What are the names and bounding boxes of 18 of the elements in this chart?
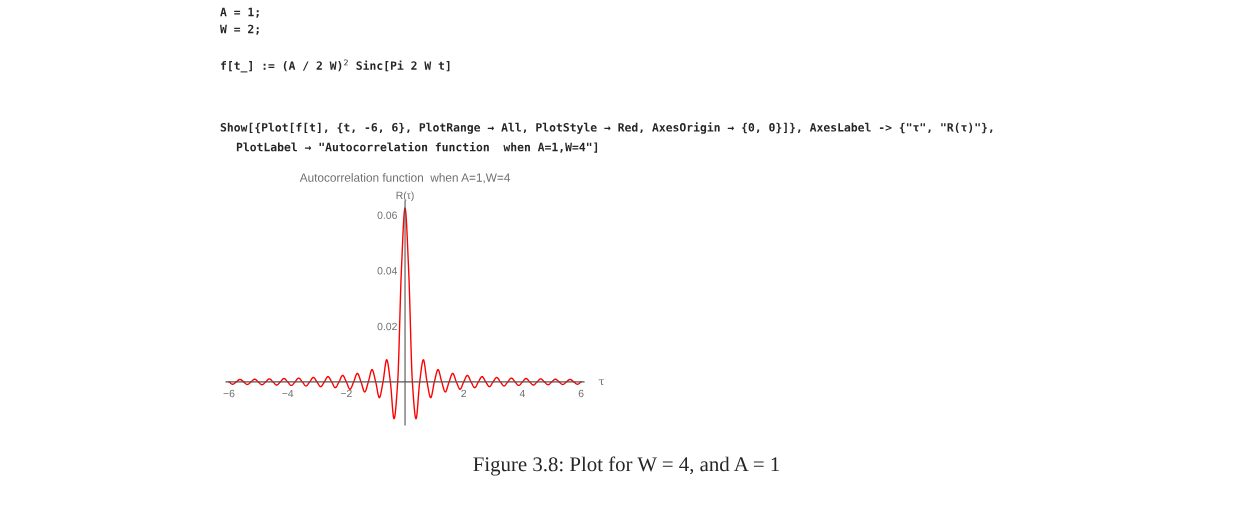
text: PlotLabel → "Autocorrelation function when A=1,W=4"] (236, 141, 598, 153)
text: W = 2; (220, 24, 259, 35)
x-tick-label: −6 (223, 389, 235, 398)
y-tick-label: 0.04 (377, 267, 398, 275)
chart-title: Autocorrelation function when A=1,W=4 (299, 173, 511, 184)
text: A = 1; (220, 7, 259, 18)
x-tick-label: −2 (340, 389, 352, 398)
text: Show[{Plot[f[t], {t, -6, 6}, PlotRange → All, PlotStyle → Red, AxesOrigin → {0, 0}]}, AxesLabel -> {"τ", "R(τ)"}, (220, 122, 993, 134)
y-tick-label: 0.02 (377, 322, 397, 331)
x-tick-label: −4 (282, 389, 294, 398)
y-tick-label: 0.06 (377, 211, 397, 219)
x-tick-label: 6 (578, 389, 584, 398)
caption: Figure 3.8: Plot for W = 4, and A = 1 (473, 456, 779, 476)
x-axis-title: τ (598, 379, 605, 386)
x-tick-label: 2 (461, 389, 467, 398)
text: f[t_] := (A / 2 W)$^{2}$ Sinc[Pi 2 W t] (220, 59, 450, 73)
x-tick-label: 4 (519, 389, 525, 398)
y-axis-title: R(τ) (396, 191, 414, 202)
